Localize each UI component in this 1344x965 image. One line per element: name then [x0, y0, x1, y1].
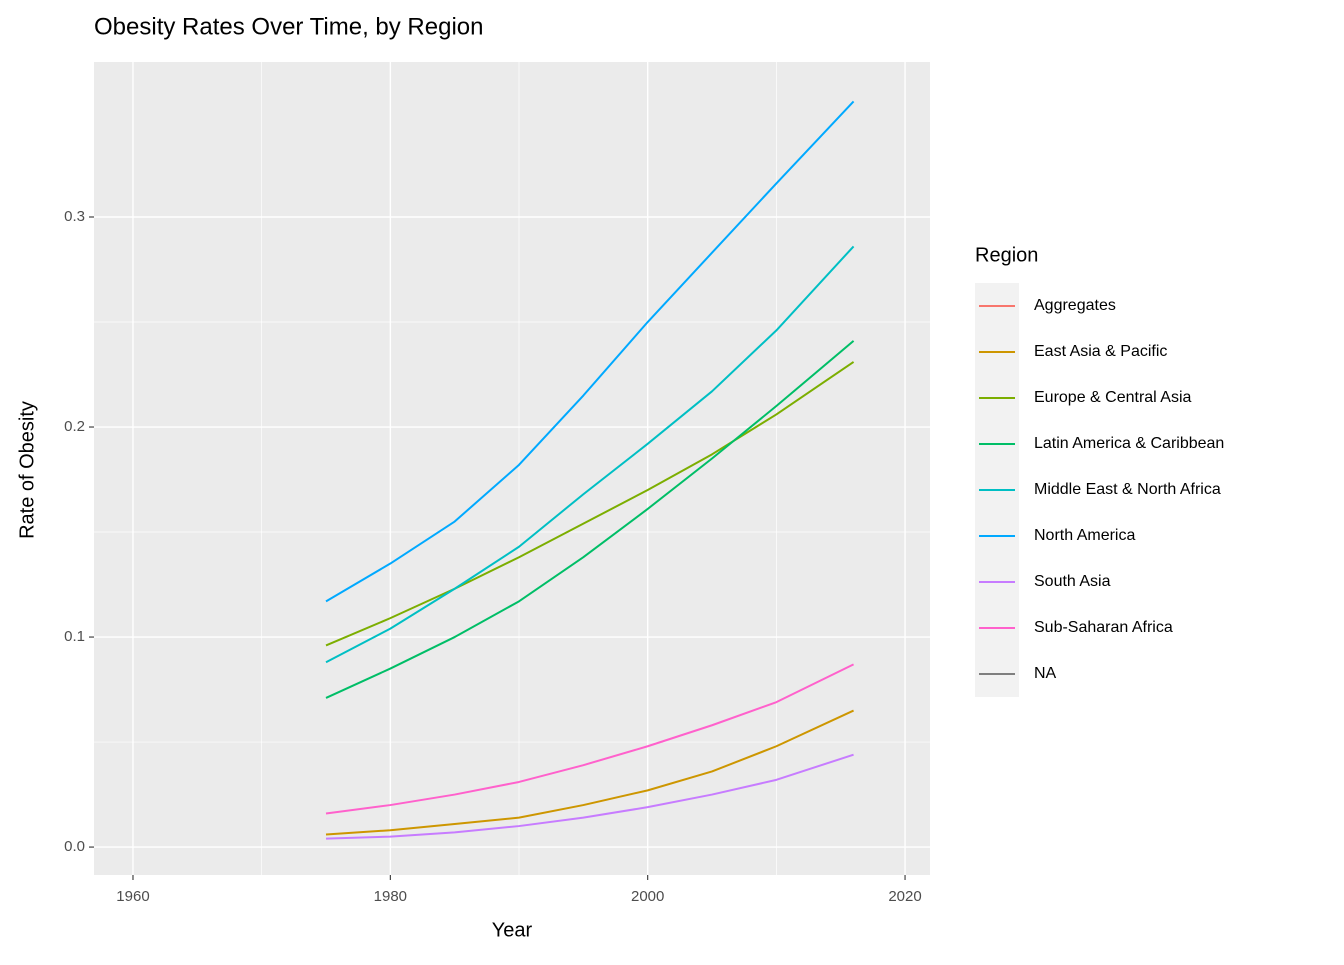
legend-label: Aggregates — [1034, 297, 1116, 314]
legend-label: Latin America & Caribbean — [1034, 435, 1224, 452]
x-axis-title: Year — [492, 919, 533, 941]
legend-label: Europe & Central Asia — [1034, 389, 1192, 406]
legend-label: South Asia — [1034, 573, 1111, 590]
x-tick-label: 1960 — [116, 888, 149, 905]
plot-panel — [94, 62, 930, 875]
legend-title: Region — [975, 244, 1038, 266]
series-line — [325, 753, 854, 840]
y-tick-label: 0.3 — [64, 208, 85, 225]
x-tick-label: 2020 — [888, 888, 921, 905]
chart-title: Obesity Rates Over Time, by Region — [94, 13, 483, 40]
legend-label: NA — [1034, 665, 1057, 682]
legend-label: East Asia & Pacific — [1034, 343, 1167, 360]
legend-label: North America — [1034, 527, 1135, 544]
y-tick-label: 0.0 — [64, 838, 85, 855]
y-tick-label: 0.2 — [64, 418, 85, 435]
series-line — [325, 100, 855, 603]
x-tick-label: 2000 — [631, 888, 664, 905]
y-tick-label: 0.1 — [64, 628, 85, 645]
series-line — [325, 361, 855, 647]
x-tick-label: 1980 — [374, 888, 407, 905]
series-line — [325, 663, 855, 815]
series-line — [325, 709, 854, 836]
series-line — [325, 340, 855, 699]
legend-label: Sub-Saharan Africa — [1034, 619, 1173, 636]
legend-label: Middle East & North Africa — [1034, 481, 1221, 498]
y-axis-title: Rate of Obesity — [16, 401, 38, 539]
series-line — [325, 245, 855, 664]
